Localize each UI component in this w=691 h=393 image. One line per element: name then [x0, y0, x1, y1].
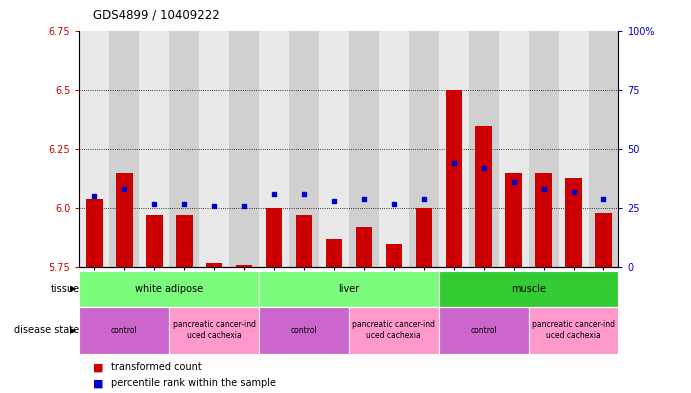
Bar — [439, 271, 618, 307]
Bar — [109, 31, 140, 267]
Bar — [349, 31, 379, 267]
Text: ▶: ▶ — [70, 326, 76, 334]
Bar — [379, 31, 409, 267]
Bar — [356, 227, 372, 267]
Bar — [595, 213, 612, 267]
Bar — [79, 307, 169, 354]
Text: pancreatic cancer-ind
uced cachexia: pancreatic cancer-ind uced cachexia — [173, 320, 256, 340]
Bar — [319, 31, 349, 267]
Bar — [349, 307, 439, 354]
Text: ■: ■ — [93, 378, 104, 388]
Text: muscle: muscle — [511, 284, 546, 294]
Bar — [505, 173, 522, 267]
Bar — [439, 31, 468, 267]
Bar — [86, 199, 103, 267]
Bar — [176, 215, 193, 267]
Bar — [439, 307, 529, 354]
Bar — [259, 31, 289, 267]
Text: ▶: ▶ — [70, 285, 76, 293]
Text: pancreatic cancer-ind
uced cachexia: pancreatic cancer-ind uced cachexia — [352, 320, 435, 340]
Text: control: control — [471, 326, 497, 334]
Bar — [529, 307, 618, 354]
Bar — [565, 178, 582, 267]
Bar — [415, 208, 432, 267]
Bar — [79, 31, 109, 267]
Bar — [199, 31, 229, 267]
Bar — [169, 31, 199, 267]
Text: control: control — [291, 326, 317, 334]
Text: control: control — [111, 326, 138, 334]
Bar — [529, 31, 558, 267]
Bar — [259, 307, 349, 354]
Text: GDS4899 / 10409222: GDS4899 / 10409222 — [93, 9, 220, 22]
Bar — [146, 215, 162, 267]
Bar — [229, 31, 259, 267]
Bar — [169, 307, 259, 354]
Text: percentile rank within the sample: percentile rank within the sample — [111, 378, 276, 388]
Text: tissue: tissue — [50, 284, 79, 294]
Bar — [536, 173, 552, 267]
Bar — [206, 263, 223, 267]
Bar — [289, 31, 319, 267]
Text: disease state: disease state — [15, 325, 79, 335]
Bar — [325, 239, 342, 267]
Bar — [409, 31, 439, 267]
Text: liver: liver — [339, 284, 359, 294]
Bar — [446, 90, 462, 267]
Bar — [468, 31, 499, 267]
Bar — [79, 271, 259, 307]
Text: white adipose: white adipose — [135, 284, 203, 294]
Bar — [296, 215, 312, 267]
Text: ■: ■ — [93, 362, 104, 373]
Bar — [386, 244, 402, 267]
Text: pancreatic cancer-ind
uced cachexia: pancreatic cancer-ind uced cachexia — [532, 320, 615, 340]
Bar — [266, 208, 283, 267]
Bar — [140, 31, 169, 267]
Bar — [236, 265, 252, 267]
Bar — [475, 126, 492, 267]
Bar — [116, 173, 133, 267]
Bar — [259, 271, 439, 307]
Text: transformed count: transformed count — [111, 362, 201, 373]
Bar — [558, 31, 589, 267]
Bar — [589, 31, 618, 267]
Bar — [499, 31, 529, 267]
